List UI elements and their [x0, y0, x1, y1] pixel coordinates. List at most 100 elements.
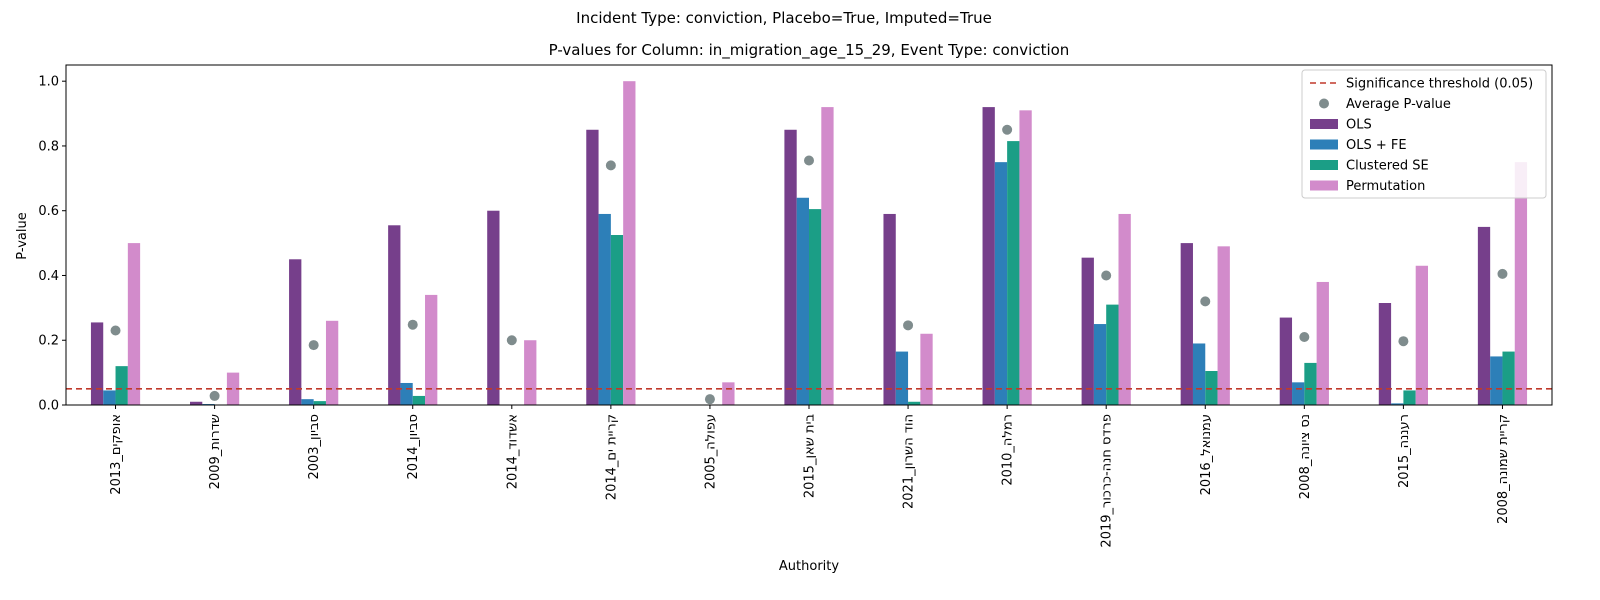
bar	[90, 322, 104, 405]
bar	[1292, 382, 1305, 405]
bar	[1205, 371, 1218, 405]
bar	[586, 129, 599, 405]
average-point	[209, 390, 220, 401]
legend-label: OLS + FE	[1346, 138, 1407, 153]
average-point	[407, 319, 418, 330]
bar	[1106, 304, 1119, 405]
legend-swatch-bar	[1310, 119, 1338, 129]
x-axis-label: Authority	[779, 559, 839, 574]
bar	[1081, 257, 1094, 405]
y-axis-label: P-value	[15, 212, 30, 259]
legend-label: OLS	[1346, 118, 1372, 133]
average-point	[804, 155, 814, 166]
bar	[1093, 324, 1107, 405]
legend-label: Permutation	[1346, 179, 1425, 194]
x-tick-label: בית שאן_2015	[803, 414, 818, 498]
y-tick-label: 0.6	[38, 204, 59, 219]
bar	[784, 129, 797, 405]
bar	[908, 401, 921, 405]
bar	[524, 340, 537, 405]
x-tick-label: סביון_2003	[307, 414, 322, 480]
bar	[388, 225, 401, 405]
bar	[1180, 243, 1193, 405]
legend-swatch-bar	[1310, 139, 1338, 150]
bar	[994, 162, 1008, 405]
bar	[1019, 110, 1032, 405]
figure-suptitle: Incident Type: conviction, Placebo=True,…	[576, 9, 992, 27]
bar	[1415, 265, 1428, 405]
average-point	[1497, 268, 1508, 279]
average-point	[1200, 296, 1211, 307]
bar	[1403, 390, 1416, 405]
bar	[1477, 226, 1491, 405]
bar	[487, 210, 500, 405]
x-tick-label: רעננה_2015	[1397, 414, 1412, 488]
bar	[1007, 141, 1020, 405]
bar	[425, 294, 438, 405]
bar	[1391, 403, 1404, 405]
bar	[1502, 351, 1515, 405]
bar	[610, 235, 624, 405]
x-tick-label: אופקים_2013	[109, 414, 124, 495]
average-point	[605, 160, 616, 171]
average-point	[110, 325, 121, 336]
bar	[1490, 356, 1503, 405]
bar	[313, 401, 326, 405]
y-tick-label: 0.2	[38, 334, 59, 349]
bar	[115, 366, 128, 405]
x-tick-label: קריית ים_2014	[604, 414, 619, 500]
average-point	[704, 394, 715, 405]
bar	[127, 243, 141, 405]
y-tick-label: 0.4	[38, 269, 59, 284]
y-tick-label: 0.0	[38, 399, 59, 414]
bar	[623, 81, 636, 405]
bar	[1316, 281, 1329, 405]
bar	[190, 401, 203, 405]
x-tick-label: שדרות_2009	[208, 414, 223, 489]
x-tick-label: רמלה_2010	[1001, 414, 1016, 486]
bar	[796, 197, 809, 405]
chart-title: P-values for Column: in_migration_age_15…	[549, 41, 1070, 60]
bar	[1192, 343, 1206, 405]
bar	[226, 372, 240, 405]
legend-box	[1301, 69, 1547, 199]
bar	[301, 399, 314, 405]
legend-swatch-average	[1319, 98, 1329, 109]
bar	[1217, 246, 1230, 405]
legend: Significance threshold (0.05) Average P-v…	[1301, 69, 1547, 199]
bar	[412, 395, 426, 405]
legend-label: Significance threshold (0.05)	[1346, 77, 1533, 92]
average-point	[308, 340, 319, 351]
bar	[1118, 213, 1131, 405]
bar	[103, 390, 116, 405]
bar	[400, 382, 413, 405]
bar	[809, 209, 822, 405]
x-tick-label: הוד השרון_2021	[902, 414, 917, 509]
bar	[325, 320, 339, 405]
legend-swatch-bar	[1310, 180, 1338, 191]
bar	[722, 382, 735, 405]
average-point	[903, 320, 914, 331]
bar	[1514, 162, 1528, 405]
x-tick-label: עפולה_2005	[703, 414, 718, 489]
x-tick-label: פרדס חנה-כרכור_2019	[1100, 414, 1115, 548]
bar	[821, 107, 834, 405]
x-tick-label: סביון_2014	[406, 414, 421, 480]
plot-area: 0.0 0.2 0.4 0.6 0.8 1.0 אופקים_2013 שדרות_2009 ס…	[38, 64, 1553, 548]
average-point	[1299, 332, 1310, 342]
x-tick-label: נס ציונה_2008	[1298, 414, 1313, 499]
average-point	[1101, 270, 1112, 281]
x-tick-label: אשדוד_2014	[505, 414, 520, 489]
y-tick-label: 1.0	[38, 75, 59, 90]
bar	[920, 333, 933, 405]
x-tick-label: עמנואל_2016	[1199, 414, 1214, 495]
average-point	[1398, 336, 1409, 347]
bar	[895, 351, 909, 405]
average-point	[506, 335, 517, 346]
bar	[982, 107, 995, 405]
y-tick-label: 0.8	[38, 139, 59, 154]
bar	[289, 259, 302, 405]
bar	[1279, 317, 1293, 405]
bar	[883, 213, 896, 405]
